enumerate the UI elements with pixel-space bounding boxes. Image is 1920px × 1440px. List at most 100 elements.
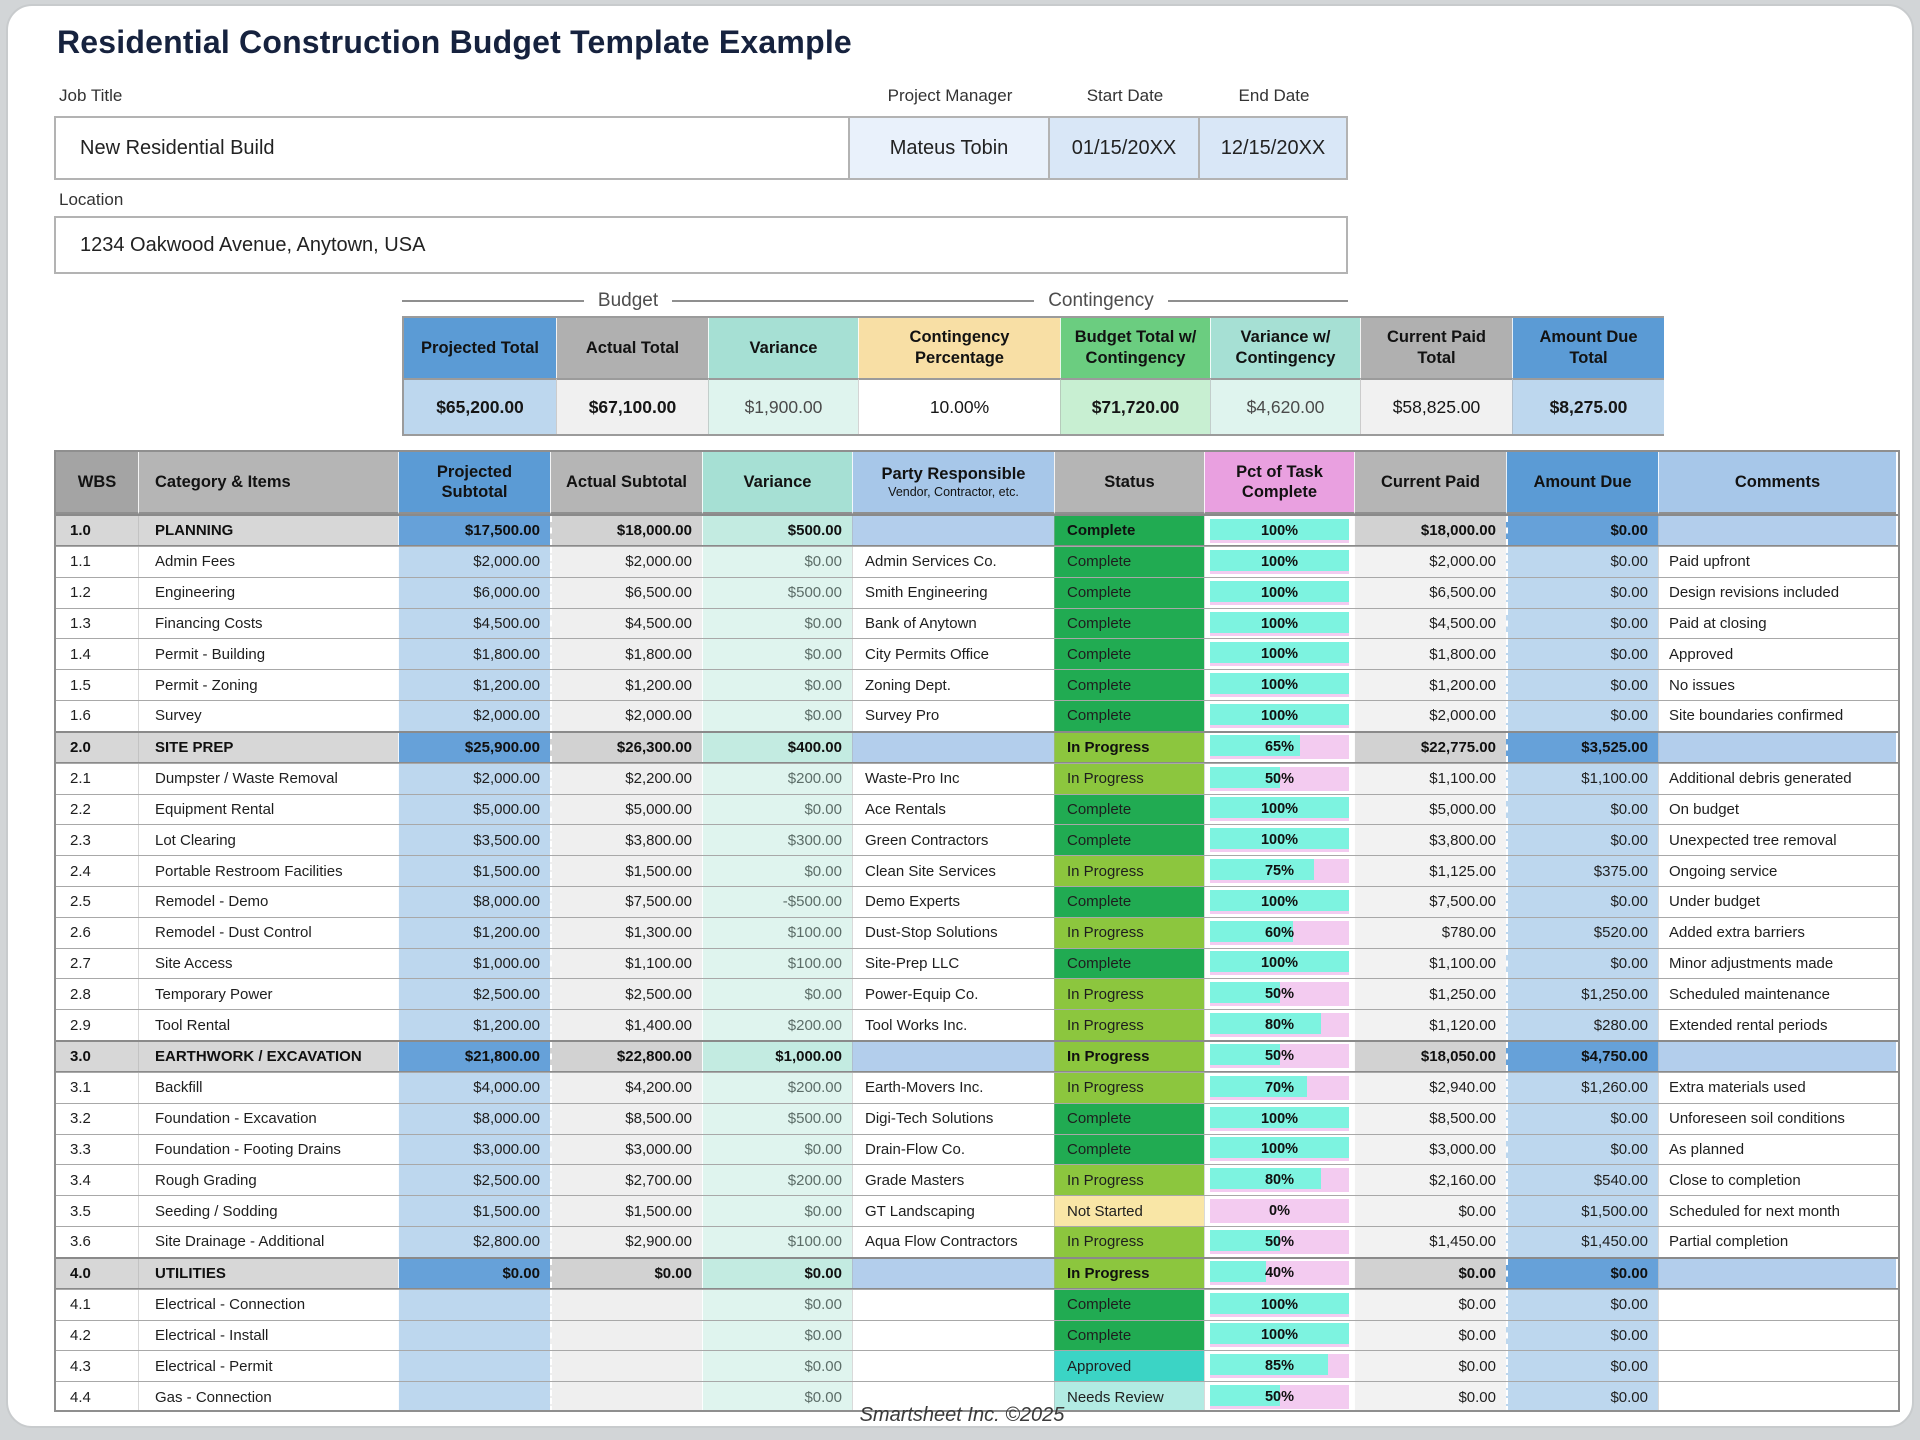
cell-current-paid[interactable]: $780.00 xyxy=(1354,917,1506,948)
cell-pct[interactable]: 100% xyxy=(1204,1289,1354,1320)
cell-comments[interactable] xyxy=(1658,1289,1896,1320)
cell-party[interactable]: Power-Equip Co. xyxy=(852,979,1054,1010)
cell-item[interactable]: Electrical - Connection xyxy=(138,1289,398,1320)
cell-pct[interactable]: 60% xyxy=(1204,917,1354,948)
cell-status[interactable]: In Progress xyxy=(1054,732,1204,762)
cell-wbs[interactable]: 2.6 xyxy=(70,924,91,942)
cell-status[interactable]: Complete xyxy=(1054,670,1204,700)
cell-pct[interactable]: 100% xyxy=(1204,1103,1354,1134)
cell-wbs[interactable]: 3.1 xyxy=(70,1079,91,1097)
cell-projected[interactable]: $1,200.00 xyxy=(398,1010,550,1040)
cell-party[interactable] xyxy=(852,1320,1054,1351)
cell-actual[interactable]: $4,200.00 xyxy=(550,1072,702,1103)
cell-status[interactable]: Complete xyxy=(1054,948,1204,979)
cell-status[interactable]: Complete xyxy=(1054,886,1204,917)
cell-wbs[interactable]: 2.1 xyxy=(70,770,91,788)
cell-party[interactable]: Drain-Flow Co. xyxy=(852,1134,1054,1165)
cell-variance[interactable]: $100.00 xyxy=(702,948,852,979)
cell-item[interactable]: Temporary Power xyxy=(138,979,398,1010)
cell-actual[interactable] xyxy=(550,1382,702,1410)
cell-current-paid[interactable]: $1,200.00 xyxy=(1354,670,1506,700)
cell-current-paid[interactable]: $1,800.00 xyxy=(1354,639,1506,670)
cell-item[interactable]: Backfill xyxy=(138,1072,398,1103)
cell-status[interactable]: Complete xyxy=(1054,1134,1204,1165)
cell-wbs[interactable]: 2.8 xyxy=(70,985,91,1003)
cell-wbs[interactable]: 1.5 xyxy=(70,676,91,694)
cell-item[interactable]: Rough Grading xyxy=(138,1165,398,1196)
cell-comments[interactable]: Paid at closing xyxy=(1658,608,1896,639)
cell-projected[interactable]: $1,200.00 xyxy=(398,670,550,700)
cell-status[interactable]: Complete xyxy=(1054,1320,1204,1351)
cell-pct[interactable]: 100% xyxy=(1204,577,1354,608)
cell-pct[interactable]: 80% xyxy=(1204,1165,1354,1196)
cell-amount-due[interactable]: $1,500.00 xyxy=(1506,1196,1658,1226)
cell-projected[interactable]: $1,500.00 xyxy=(398,1196,550,1226)
cell-actual[interactable]: $1,800.00 xyxy=(550,639,702,670)
cell-amount-due[interactable]: $540.00 xyxy=(1506,1165,1658,1196)
cell-pct[interactable]: 70% xyxy=(1204,1072,1354,1103)
cell-wbs[interactable]: 3.5 xyxy=(70,1202,91,1220)
cell-wbs[interactable]: 4.3 xyxy=(70,1357,91,1375)
cell-actual[interactable]: $0.00 xyxy=(550,1258,702,1288)
cell-wbs[interactable]: 1.1 xyxy=(70,553,91,571)
cell-actual[interactable]: $2,900.00 xyxy=(550,1226,702,1257)
cell-projected[interactable]: $2,800.00 xyxy=(398,1226,550,1257)
cell-projected[interactable]: $2,000.00 xyxy=(398,763,550,794)
cell-item[interactable]: Gas - Connection xyxy=(138,1382,398,1410)
cell-status[interactable]: In Progress xyxy=(1054,1041,1204,1071)
cell-comments[interactable] xyxy=(1658,732,1896,762)
cell-current-paid[interactable]: $1,100.00 xyxy=(1354,763,1506,794)
cell-item[interactable]: Remodel - Demo xyxy=(138,886,398,917)
cell-actual[interactable]: $1,500.00 xyxy=(550,1196,702,1226)
cell-amount-due[interactable]: $0.00 xyxy=(1506,700,1658,731)
cell-wbs[interactable]: 2.2 xyxy=(70,800,91,818)
cell-pct[interactable]: 100% xyxy=(1204,670,1354,700)
cell-status[interactable]: Complete xyxy=(1054,825,1204,856)
cell-amount-due[interactable]: $0.00 xyxy=(1506,794,1658,825)
cell-comments[interactable] xyxy=(1658,1351,1896,1382)
summary-value-2[interactable]: $1,900.00 xyxy=(708,378,858,434)
cell-item[interactable]: Remodel - Dust Control xyxy=(138,917,398,948)
cell-current-paid[interactable]: $1,450.00 xyxy=(1354,1226,1506,1257)
cell-actual[interactable]: $3,000.00 xyxy=(550,1134,702,1165)
cell-actual[interactable]: $2,000.00 xyxy=(550,547,702,577)
cell-pct[interactable]: 100% xyxy=(1204,886,1354,917)
cell-wbs[interactable]: 1.3 xyxy=(70,614,91,632)
cell-actual[interactable]: $2,200.00 xyxy=(550,763,702,794)
cell-status[interactable]: In Progress xyxy=(1054,979,1204,1010)
cell-comments[interactable]: Ongoing service xyxy=(1658,856,1896,886)
cell-item[interactable]: SITE PREP xyxy=(138,732,398,762)
cell-actual[interactable]: $26,300.00 xyxy=(550,732,702,762)
cell-party[interactable]: Green Contractors xyxy=(852,825,1054,856)
cell-item[interactable]: Portable Restroom Facilities xyxy=(138,856,398,886)
cell-item[interactable]: Equipment Rental xyxy=(138,794,398,825)
cell-current-paid[interactable]: $22,775.00 xyxy=(1354,732,1506,762)
cell-pct[interactable]: 100% xyxy=(1204,639,1354,670)
cell-status[interactable]: In Progress xyxy=(1054,856,1204,886)
cell-status[interactable]: Complete xyxy=(1054,577,1204,608)
cell-party[interactable]: GT Landscaping xyxy=(852,1196,1054,1226)
cell-variance[interactable]: $500.00 xyxy=(702,577,852,608)
cell-amount-due[interactable]: $0.00 xyxy=(1506,1258,1658,1288)
cell-amount-due[interactable]: $1,450.00 xyxy=(1506,1226,1658,1257)
cell-wbs[interactable]: 1.4 xyxy=(70,645,91,663)
cell-comments[interactable]: Under budget xyxy=(1658,886,1896,917)
cell-party[interactable] xyxy=(852,1258,1054,1288)
cell-variance[interactable]: $200.00 xyxy=(702,1165,852,1196)
cell-item[interactable]: Lot Clearing xyxy=(138,825,398,856)
cell-party[interactable]: Demo Experts xyxy=(852,886,1054,917)
cell-pct[interactable]: 0% xyxy=(1204,1196,1354,1226)
cell-comments[interactable]: Minor adjustments made xyxy=(1658,948,1896,979)
summary-value-5[interactable]: $4,620.00 xyxy=(1210,378,1360,434)
cell-status[interactable]: In Progress xyxy=(1054,1072,1204,1103)
cell-actual[interactable]: $2,000.00 xyxy=(550,700,702,731)
cell-party[interactable] xyxy=(852,1382,1054,1410)
cell-item[interactable]: Permit - Zoning xyxy=(138,670,398,700)
cell-item[interactable]: Electrical - Install xyxy=(138,1320,398,1351)
cell-party[interactable]: Clean Site Services xyxy=(852,856,1054,886)
cell-amount-due[interactable]: $4,750.00 xyxy=(1506,1041,1658,1071)
cell-variance[interactable]: $0.00 xyxy=(702,1258,852,1288)
cell-projected[interactable]: $8,000.00 xyxy=(398,1103,550,1134)
cell-variance[interactable]: $0.00 xyxy=(702,670,852,700)
cell-item[interactable]: Survey xyxy=(138,700,398,731)
